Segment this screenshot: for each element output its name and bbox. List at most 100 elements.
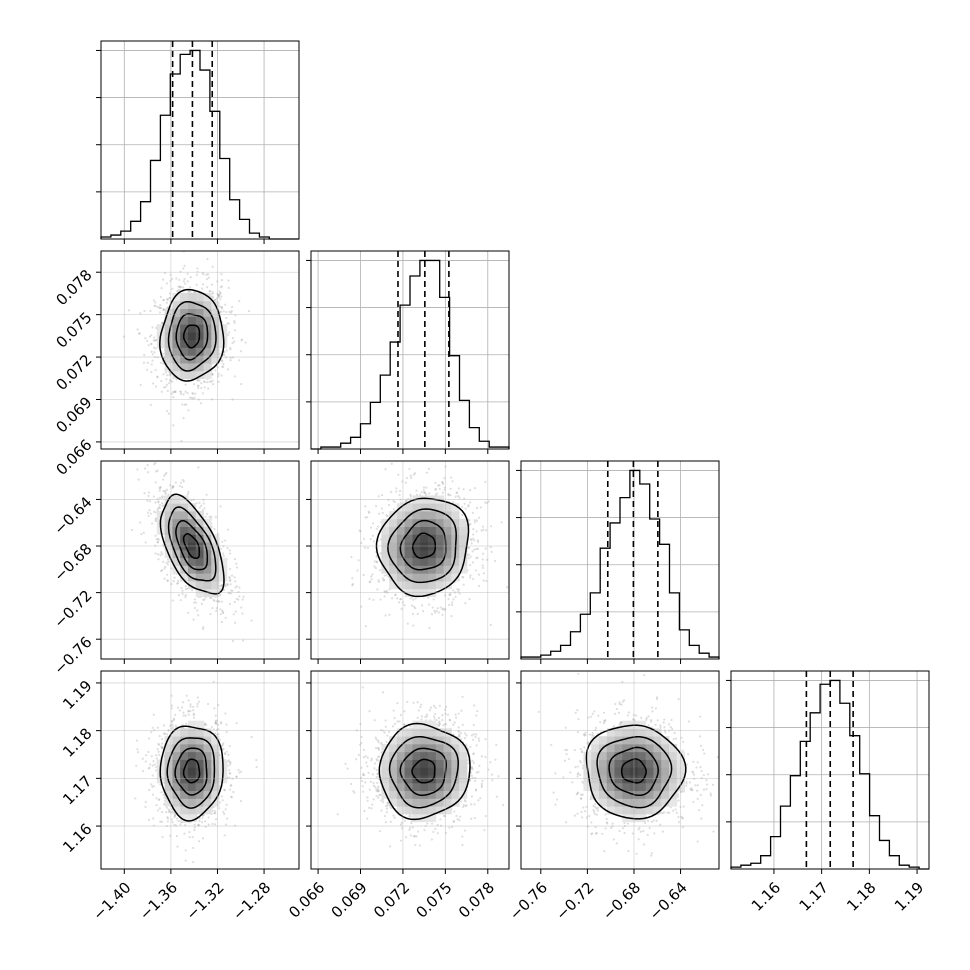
scatter-point <box>220 600 223 603</box>
scatter-point <box>476 556 479 559</box>
density-cell <box>435 503 444 512</box>
scatter-point <box>159 295 162 299</box>
scatter-point <box>468 597 471 601</box>
density-cell <box>396 534 406 543</box>
scatter-point <box>193 601 196 604</box>
contour-level-0 <box>411 532 437 559</box>
scatter-point <box>162 489 165 493</box>
density-cell <box>443 557 452 566</box>
density-cell <box>451 557 460 566</box>
scatter-point <box>156 469 159 472</box>
scatter-point <box>481 566 485 569</box>
scatter-point <box>184 383 187 386</box>
scatter-point <box>150 343 153 346</box>
scatter-point <box>420 491 423 494</box>
density-cell <box>404 503 413 512</box>
scatter-point <box>166 563 170 566</box>
scatter-point <box>241 639 245 642</box>
scatter-point <box>217 294 220 297</box>
scatter-point <box>159 554 162 557</box>
scatter-point <box>187 713 191 716</box>
density-cell <box>412 581 421 590</box>
scatter-point <box>374 504 378 508</box>
scatter-point <box>226 368 229 371</box>
scatter-point <box>211 265 214 269</box>
scatter-point <box>210 380 213 383</box>
scatter-point <box>235 722 238 725</box>
scatter-point <box>250 619 253 622</box>
scatter-point <box>438 487 441 490</box>
scatter-point <box>238 586 241 589</box>
density-cell <box>203 565 212 574</box>
density-cell <box>187 557 197 566</box>
scatter-point <box>178 484 181 488</box>
scatter-point <box>215 722 218 725</box>
density-cell <box>187 324 197 333</box>
scatter-point <box>158 489 161 492</box>
scatter-point <box>351 577 354 580</box>
scatter-point <box>154 519 157 523</box>
scatter-point <box>171 277 174 281</box>
scatter-point <box>435 492 438 495</box>
panel-frame <box>100 250 300 450</box>
scatter-point <box>485 529 488 532</box>
density-cell <box>211 347 220 356</box>
scatter-point <box>146 471 150 474</box>
scatter-point <box>490 550 493 554</box>
density-cell <box>203 573 212 582</box>
scatter-point <box>223 353 226 357</box>
scatter-point <box>375 561 378 564</box>
scatter-point <box>161 835 164 839</box>
scatter-point <box>455 492 458 495</box>
density-cell <box>164 347 173 356</box>
scatter-point <box>229 772 232 775</box>
scatter-point <box>425 486 428 489</box>
scatter-point <box>161 496 164 499</box>
scatter-point <box>162 386 166 389</box>
density-cell <box>389 534 398 543</box>
scatter-point <box>449 593 452 596</box>
density-cell <box>381 526 390 535</box>
scatter-point <box>379 552 382 555</box>
scatter-point <box>154 511 157 514</box>
density-cell <box>389 565 398 574</box>
scatter-point <box>141 769 145 773</box>
density-cell <box>180 355 189 364</box>
scatter-point <box>235 585 238 588</box>
scatter-point <box>400 607 403 610</box>
scatter-point <box>194 392 197 395</box>
scatter-point <box>198 819 201 823</box>
scatter-point <box>156 541 159 544</box>
scatter-point <box>233 576 236 579</box>
scatter-point <box>202 273 205 276</box>
scatter-point <box>368 511 371 514</box>
scatter-point <box>220 310 223 313</box>
scatter-point <box>441 481 444 484</box>
scatter-point <box>144 541 147 544</box>
scatter-point <box>181 478 184 482</box>
panel-frame <box>310 250 510 450</box>
scatter-point <box>371 534 374 537</box>
scatter-point <box>434 611 437 614</box>
scatter-point <box>227 279 230 282</box>
scatter-point <box>485 579 488 583</box>
scatter-point <box>184 585 187 588</box>
density-cell <box>195 355 204 364</box>
scatter-point <box>209 612 212 616</box>
scatter-point <box>182 286 185 289</box>
density-cell <box>396 518 406 527</box>
scatter-point <box>167 560 170 563</box>
scatter-point <box>171 487 174 490</box>
scatter-point <box>462 583 465 586</box>
density-cell <box>428 534 437 543</box>
scatter-point <box>171 486 175 489</box>
scatter-point <box>222 310 225 313</box>
scatter-point <box>384 614 387 617</box>
scatter-point <box>214 516 217 519</box>
scatter-point <box>187 290 191 293</box>
scatter-point <box>222 554 225 558</box>
density-cell <box>428 526 437 535</box>
density-cell <box>203 300 212 310</box>
scatter-point <box>225 310 228 314</box>
